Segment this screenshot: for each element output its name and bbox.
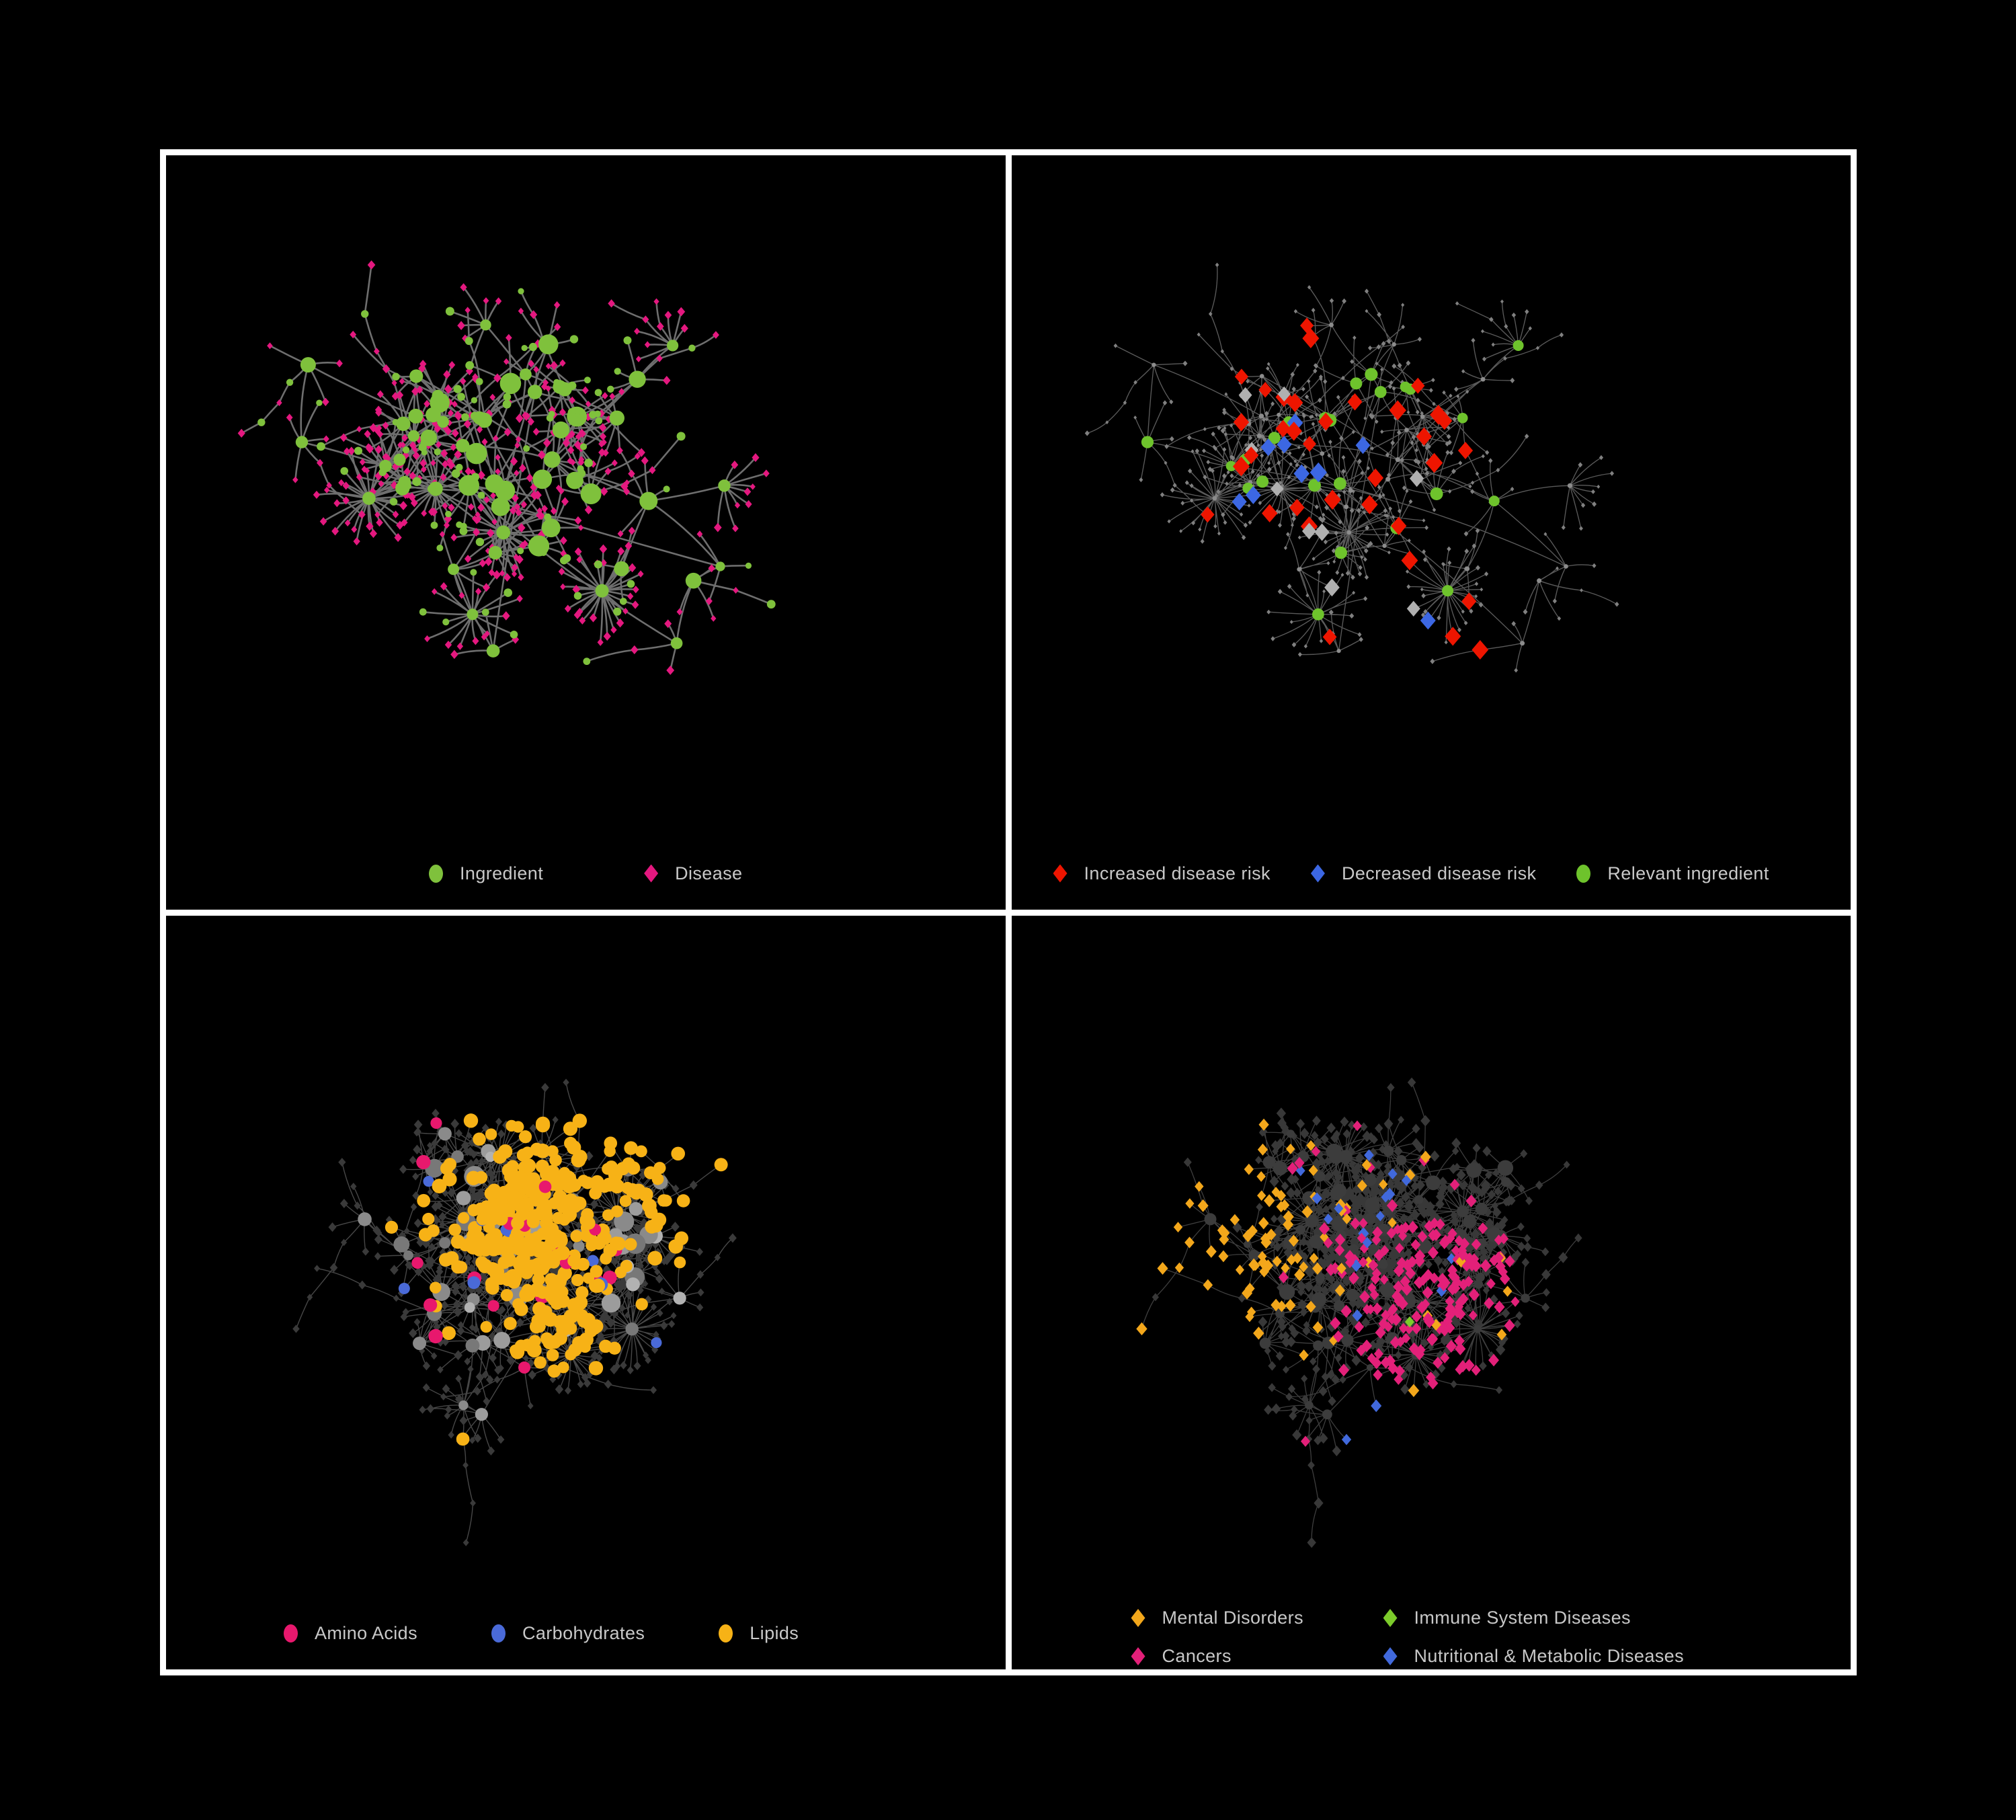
carbohydrates-swatch-icon <box>491 1624 506 1643</box>
mental-disorders-swatch-icon <box>1131 1609 1145 1627</box>
footer: Created by: EdgeLeap Po <box>0 1675 2016 1820</box>
legend-nutrient-categories: Amino Acids Carbohydrates Lipids <box>166 1623 1006 1644</box>
legend-label-nutritional-metabolic: Nutritional & Metabolic Diseases <box>1414 1646 1684 1666</box>
network-ingredient-disease <box>237 260 776 675</box>
legend-label-ingredient: Ingredient <box>460 863 544 883</box>
panel-nutrient-categories: Amino Acids Carbohydrates Lipids <box>166 915 1006 1669</box>
relevant-ingredient-swatch-icon <box>1576 864 1591 883</box>
legend-disease-categories: Mental Disorders Immune System Diseases … <box>1131 1608 1684 1667</box>
panel-disease-categories: Mental Disorders Immune System Diseases … <box>1011 915 1851 1669</box>
network-disease-risk <box>1084 262 1619 673</box>
network-disease-categories <box>1135 1077 1582 1548</box>
legend-label-relevant-ingredient: Relevant ingredient <box>1607 863 1769 883</box>
nutritional-metabolic-swatch-icon <box>1383 1647 1398 1665</box>
legend-item-carbohydrates: Carbohydrates <box>491 1623 645 1644</box>
decreased-risk-swatch-icon <box>1310 864 1325 883</box>
legend-label-mental-disorders: Mental Disorders <box>1162 1608 1303 1628</box>
legend-item-lipids: Lipids <box>719 1623 799 1644</box>
legend-item-amino-acids: Amino Acids <box>284 1623 417 1644</box>
disease-swatch-icon <box>644 864 659 883</box>
legend-label-amino-acids: Amino Acids <box>315 1623 417 1643</box>
legend-item-immune-diseases: Immune System Diseases <box>1383 1608 1684 1628</box>
legend-disease-risk: Increased disease risk Decreased disease… <box>1012 863 1851 884</box>
legend-item-increased-risk: Increased disease risk <box>1053 863 1271 884</box>
legend-item-disease: Disease <box>644 863 742 884</box>
increased-risk-swatch-icon <box>1053 864 1067 883</box>
legend-item-cancers: Cancers <box>1131 1646 1383 1667</box>
panel-disease-risk: Increased disease risk Decreased disease… <box>1011 155 1851 910</box>
legend-label-increased-risk: Increased disease risk <box>1084 863 1271 883</box>
legend-ingredient-disease: Ingredient Disease <box>166 863 1006 884</box>
panel-ingredient-disease: Ingredient Disease <box>166 155 1006 910</box>
legend-label-lipids: Lipids <box>750 1623 799 1643</box>
lipids-swatch-icon <box>719 1624 733 1643</box>
immune-diseases-swatch-icon <box>1383 1609 1398 1627</box>
legend-label-decreased-risk: Decreased disease risk <box>1341 863 1537 883</box>
network-nutrient-categories <box>292 1078 737 1546</box>
cancers-swatch-icon <box>1131 1647 1145 1665</box>
legend-item-mental-disorders: Mental Disorders <box>1131 1608 1383 1628</box>
legend-item-nutritional-metabolic: Nutritional & Metabolic Diseases <box>1383 1646 1684 1667</box>
panel-grid: Ingredient Disease Increased disease ris… <box>160 149 1857 1675</box>
legend-item-decreased-risk: Decreased disease risk <box>1310 863 1537 884</box>
legend-label-carbohydrates: Carbohydrates <box>522 1623 645 1643</box>
legend-label-immune-diseases: Immune System Diseases <box>1414 1608 1631 1628</box>
legend-item-ingredient: Ingredient <box>429 863 543 884</box>
amino-acids-swatch-icon <box>284 1624 298 1643</box>
legend-label-disease: Disease <box>675 863 743 883</box>
legend-label-cancers: Cancers <box>1162 1646 1232 1666</box>
ingredient-swatch-icon <box>429 864 444 883</box>
legend-item-relevant-ingredient: Relevant ingredient <box>1576 863 1769 884</box>
